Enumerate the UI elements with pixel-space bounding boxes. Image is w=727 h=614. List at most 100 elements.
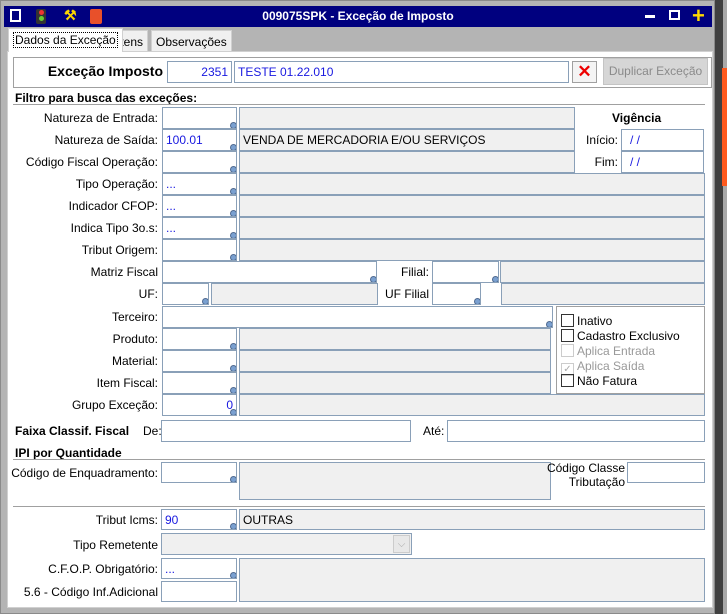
excecao-description-field[interactable]: TESTE 01.22.010 [234,61,569,83]
uf-label: UF: [138,287,158,301]
codigo-inf-adicional-field[interactable] [161,581,237,602]
material-desc [239,350,551,372]
aplica-entrada-checkbox[interactable]: Aplica Entrada [561,344,655,358]
clear-button[interactable]: ✕ [572,61,597,83]
options-box [556,306,705,394]
inicio-label: Início: [585,133,618,147]
indicador-cfop-desc [239,195,705,217]
maximize-icon[interactable] [669,10,680,20]
uf-filial-field[interactable] [432,283,481,305]
produto-desc [239,328,551,350]
filial-field[interactable] [432,261,499,283]
item-fiscal-desc [239,372,551,394]
natureza-saida-desc: VENDA DE MERCADORIA E/OU SERVIÇOS [239,129,575,151]
tribut-icms-label: Tribut Icms: [95,513,158,527]
aplica-saida-checkbox[interactable]: ✓ Aplica Saída [561,359,644,376]
cfop-obrigatorio-label: C.F.O.P. Obrigatório: [48,562,158,576]
tribut-icms-desc: OUTRAS [239,509,705,530]
tribut-origem-field[interactable] [162,239,237,261]
indicador-cfop-field[interactable]: ... [162,195,237,217]
uf-field[interactable] [162,283,209,305]
indica-tipo-desc [239,217,705,239]
minimize-icon[interactable] [645,15,655,18]
indica-tipo-field[interactable]: ... [162,217,237,239]
uf-desc [211,283,378,305]
tipo-operacao-field[interactable]: ... [162,173,237,195]
grupo-excecao-label: Grupo Exceção: [71,398,158,412]
terceiro-label: Terceiro: [111,310,158,324]
vigencia-title: Vigência [612,111,662,125]
codigo-fiscal-field[interactable] [162,151,237,173]
chevron-down-icon[interactable]: ⌵ [393,535,410,553]
divider [13,104,705,105]
tribut-origem-desc [239,239,705,261]
window-title: 009075SPK - Exceção de Imposto [262,9,454,23]
cadastro-exclusivo-checkbox[interactable]: Cadastro Exclusivo [561,329,680,343]
produto-field[interactable] [162,328,237,350]
tipo-remetente-select[interactable] [161,533,412,555]
material-field[interactable] [162,350,237,372]
tipo-remetente-label: Tipo Remetente [73,538,158,552]
inativo-checkbox[interactable]: Inativo [561,314,612,328]
natureza-entrada-field[interactable] [162,107,237,129]
natureza-saida-field[interactable]: 100.01 [162,129,237,151]
natureza-entrada-desc [239,107,575,129]
traffic-light-icon[interactable] [36,9,46,24]
red-x-icon: ✕ [577,62,592,81]
tipo-operacao-label: Tipo Operação: [75,177,158,191]
grupo-excecao-field[interactable]: 0 [162,394,237,416]
uf-filial-desc [501,283,705,305]
fim-field[interactable]: / / [621,151,704,173]
natureza-saida-label: Natureza de Saída: [54,133,158,147]
tab-dados-da-excecao[interactable]: Dados da Exceção [8,28,123,52]
ate-label: Até: [423,424,445,438]
background-window [722,68,727,186]
faixa-de-field[interactable] [161,420,411,442]
filial-label: Filial: [400,265,429,279]
produto-label: Produto: [112,332,158,346]
duplicar-excecao-button[interactable]: Duplicar Exceção [603,58,708,85]
faixa-ate-field[interactable] [447,420,705,442]
cfop-obrigatorio-desc [239,558,705,602]
divider [13,459,705,460]
tribut-icms-field[interactable]: 90 [161,509,237,530]
indica-tipo-label: Indica Tipo 3o.s: [70,221,158,235]
terceiro-field[interactable] [162,306,553,328]
codigo-classe-label: Código Classe Tributação [546,461,625,489]
de-label: De: [143,424,162,438]
natureza-entrada-label: Natureza de Entrada: [43,111,158,125]
material-label: Material: [111,354,158,368]
faixa-title: Faixa Classif. Fiscal [15,424,130,438]
excecao-code-field[interactable]: 2351 [167,61,232,83]
wrench-icon[interactable]: ⚒ [64,7,77,23]
nao-fatura-checkbox[interactable]: Não Fatura [561,374,637,388]
enquadramento-desc [239,462,551,500]
tab-observacoes[interactable]: Observações [151,30,232,51]
codigo-classe-field[interactable] [627,462,705,483]
fim-label: Fim: [594,155,618,169]
item-fiscal-label: Item Fiscal: [96,376,158,390]
uf-filial-label: UF Filial [385,287,429,301]
codigo-inf-adicional-label: 5.6 - Código Inf.Adicional [23,585,158,599]
plus-icon[interactable]: + [692,3,705,28]
codigo-fiscal-desc [239,151,575,173]
filial-desc [500,261,705,283]
ipi-title: IPI por Quantidade [15,446,122,460]
inicio-field[interactable]: / / [621,129,704,151]
book-icon[interactable] [90,9,102,24]
header-box [13,57,712,88]
codigo-fiscal-label: Código Fiscal Operação: [25,155,158,169]
item-fiscal-field[interactable] [162,372,237,394]
enquadramento-field[interactable] [161,462,237,483]
filter-title: Filtro para busca das exceções: [15,91,198,105]
matriz-fiscal-label: Matriz Fiscal [90,265,158,279]
window-edge [715,0,723,614]
divider [13,506,705,507]
title-bar: ⚒ 009075SPK - Exceção de Imposto + [4,3,712,28]
tipo-operacao-desc [239,173,705,195]
excecao-imposto-label: Exceção Imposto [47,63,163,79]
cfop-obrigatorio-field[interactable]: ... [161,558,237,579]
matriz-fiscal-field[interactable] [162,261,377,283]
enquadramento-label: Código de Enquadramento: [11,466,158,480]
menu-icon[interactable] [10,9,21,22]
